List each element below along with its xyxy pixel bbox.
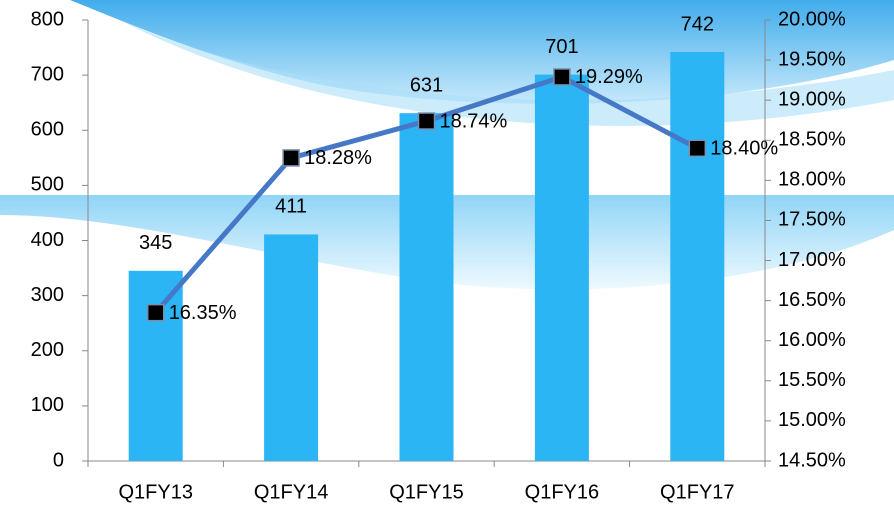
bar-value-label: 411 (275, 196, 307, 218)
bar (670, 52, 724, 461)
line-value-label: 18.28% (304, 147, 372, 169)
y-tick-label: 700 (31, 63, 64, 85)
line-marker (554, 69, 570, 85)
y2-tick-label: 15.50% (778, 369, 846, 391)
y-tick-label: 500 (31, 174, 64, 196)
y2-tick-label: 19.50% (778, 48, 846, 70)
x-tick-label: Q1FY13 (118, 481, 192, 503)
y-tick-label: 800 (31, 8, 64, 30)
x-tick-label: Q1FY17 (660, 481, 734, 503)
y-tick-label: 100 (31, 394, 64, 416)
line-marker (283, 150, 299, 166)
line-marker (419, 113, 435, 129)
y2-tick-label: 17.00% (778, 249, 846, 271)
y2-tick-label: 15.00% (778, 409, 846, 431)
y2-tick-label: 16.50% (778, 289, 846, 311)
bar-value-label: 345 (139, 232, 172, 254)
line-value-label: 18.40% (710, 138, 778, 160)
line-marker (689, 140, 705, 156)
bar-value-label: 742 (681, 13, 714, 35)
y2-tick-label: 19.00% (778, 88, 846, 110)
bar-value-label: 631 (410, 74, 443, 96)
y-tick-label: 200 (31, 339, 64, 361)
y-tick-label: 300 (31, 284, 64, 306)
y-tick-label: 600 (31, 119, 64, 141)
x-tick-label: Q1FY15 (389, 481, 463, 503)
line-value-label: 18.74% (440, 110, 508, 132)
line-marker (148, 305, 164, 321)
y2-tick-label: 18.50% (778, 129, 846, 151)
bar (129, 271, 183, 461)
x-tick-label: Q1FY16 (525, 481, 599, 503)
bar (264, 234, 318, 461)
y2-tick-label: 14.50% (778, 449, 846, 471)
bar-value-label: 701 (545, 36, 578, 58)
chart: 0 100 200 300 400 500 600 700 800 14.50% 15.00% 15.… (0, 0, 894, 505)
y2-tick-label: 17.50% (778, 209, 846, 231)
bar (535, 75, 589, 461)
y2-tick-label: 18.00% (778, 169, 846, 191)
y-tick-label: 0 (53, 449, 64, 471)
x-tick-label: Q1FY14 (254, 481, 328, 503)
bar (400, 113, 454, 461)
line-value-label: 19.29% (575, 66, 643, 88)
y-tick-label: 400 (31, 229, 64, 251)
line-value-label: 16.35% (169, 302, 237, 324)
y2-tick-label: 16.00% (778, 329, 846, 351)
y2-tick-label: 20.00% (778, 8, 846, 30)
